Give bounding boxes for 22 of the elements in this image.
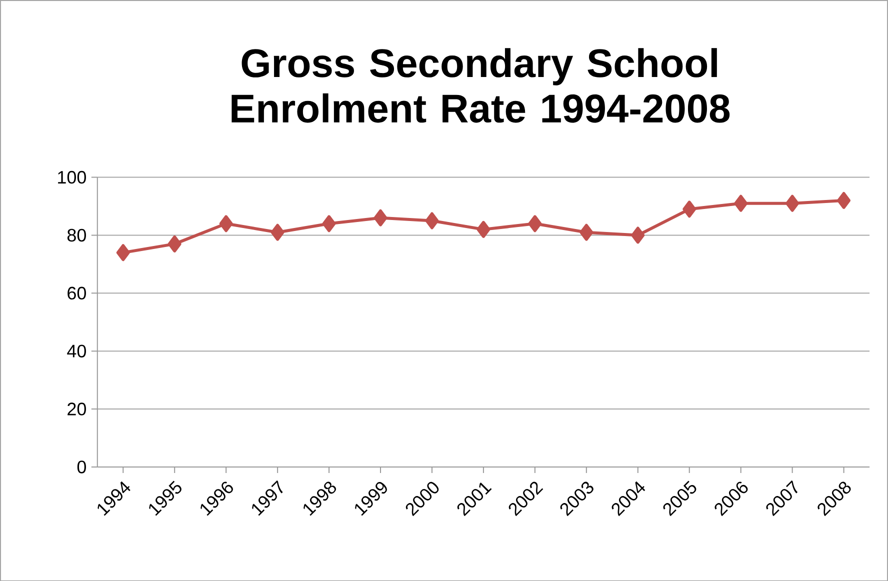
point	[837, 192, 851, 209]
point	[476, 220, 490, 238]
point	[734, 194, 748, 212]
point	[682, 200, 696, 218]
chart-title: Gross Secondary School Enrolment Rate 1994-2008	[232, 48, 730, 123]
point	[374, 209, 388, 226]
point	[425, 212, 439, 230]
y-tick-label: 0	[77, 460, 86, 474]
point	[528, 214, 542, 232]
y-tick-label: 80	[67, 228, 86, 242]
point	[580, 224, 594, 241]
point	[322, 214, 336, 232]
y-tick-label: 100	[58, 170, 86, 184]
y-tick-label: 20	[68, 402, 86, 416]
point	[219, 214, 233, 232]
y-tick-label: 40	[67, 344, 86, 358]
y-tick-label: 60	[68, 286, 86, 300]
point	[116, 244, 130, 261]
point	[631, 226, 645, 244]
point	[270, 224, 284, 241]
point	[168, 235, 182, 252]
point	[786, 194, 800, 212]
